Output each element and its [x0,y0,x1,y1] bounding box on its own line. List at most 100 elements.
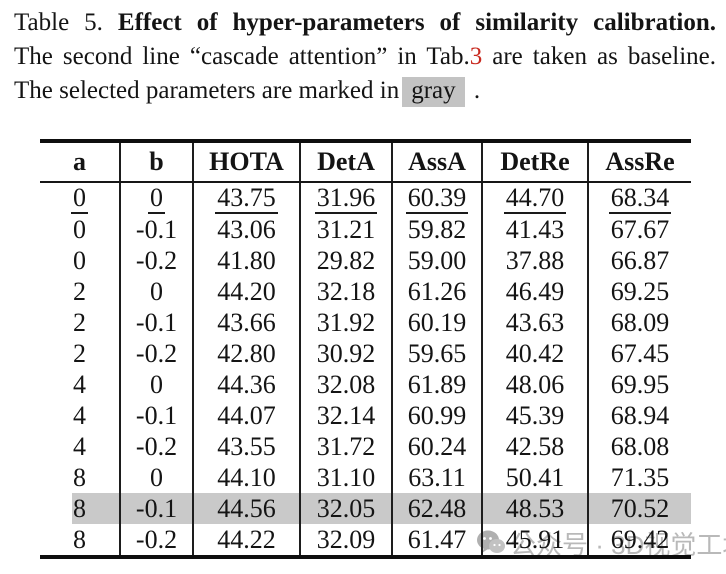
table-cell: 0 [40,245,120,276]
table-cell: 69.42 [587,524,691,557]
table-cell: 0 [40,214,120,245]
cell-value: 44.22 [217,524,276,554]
gray-highlight-sample: gray [402,77,465,107]
table-cell: 67.45 [587,338,691,369]
col-header-deta: DetA [299,141,392,183]
table-cell: 0 [119,462,193,493]
table-row: 0 -0.1 43.06 31.21 59.82 41.43 67.67 [40,214,691,245]
table-cell: 69.95 [587,369,691,400]
table-cell: 0 [119,182,193,214]
cell-value: 29.82 [316,245,376,275]
cell-value: 45.39 [505,400,565,430]
table-cell: 29.82 [299,245,392,276]
cell-value: 2 [73,276,86,306]
results-table: a b HOTA DetA AssA DetRe AssRe 0 0 43.75 31… [40,139,691,559]
table-cell: 42.58 [481,431,588,462]
cell-value: 44.07 [217,400,276,430]
underlined-value: 60.39 [405,183,469,214]
table-cell: 43.75 [192,182,300,214]
table-cell: 41.43 [481,214,588,245]
table-cell: 44.56 [192,493,300,524]
cell-value: 43.63 [505,307,565,337]
table-cell: 32.09 [299,524,392,557]
table-row: 2 0 44.20 32.18 61.26 46.49 69.25 [40,276,691,307]
col-header-detre: DetRe [481,141,588,183]
caption-title: Effect of hyper-parameters of similarity… [117,9,717,36]
table-cell: 44.70 [481,182,588,214]
table-row: 4 -0.2 43.55 31.72 60.24 42.58 68.08 [40,431,691,462]
table-row: 4 0 44.36 32.08 61.89 48.06 69.95 [40,369,691,400]
caption-line-2: The second line “cascade attention” in T… [14,40,716,74]
table-cell: 0 [119,276,193,307]
table-cell: 43.66 [192,307,300,338]
table-cell: -0.2 [119,524,193,557]
cell-value: 61.47 [407,524,467,554]
table-cell: 8 [40,493,120,524]
cell-value: 44.10 [217,462,276,492]
cell-value: -0.1 [135,214,178,244]
table-cell: 44.10 [192,462,300,493]
table-cell: -0.1 [119,400,193,431]
underlined-value: 44.70 [503,183,567,214]
cell-value: -0.2 [135,338,178,368]
cell-value: 4 [73,400,86,430]
cell-value: 4 [73,431,86,461]
cell-value: 0 [150,462,163,492]
cell-value: 68.94 [610,400,670,430]
table-header: a b HOTA DetA AssA DetRe AssRe [40,141,691,183]
cell-value: 44.20 [217,276,276,306]
table-cell: 59.65 [391,338,482,369]
table-cell: 70.52 [587,493,691,524]
table-row: 2 -0.1 43.66 31.92 60.19 43.63 68.09 [40,307,691,338]
caption-line2-text: The second line “cascade attention” in T… [14,43,470,70]
cell-value: 40.42 [505,338,565,368]
table-cell: 0 [119,369,193,400]
table-cell: 60.19 [391,307,482,338]
cell-value: -0.1 [135,400,178,430]
table-row: 0 0 43.75 31.96 60.39 44.70 68.34 [40,182,691,214]
table-cell: 32.08 [299,369,392,400]
table-cell: 60.24 [391,431,482,462]
cell-value: 62.48 [407,493,467,523]
table-cell: 41.80 [192,245,300,276]
col-header-assa: AssA [391,141,482,183]
cell-value: 8 [73,524,86,554]
cell-value: 32.18 [316,276,376,306]
cell-value: 32.14 [316,400,376,430]
cell-value: 60.24 [407,431,467,461]
caption-line3-text: The selected parameters are marked in [14,77,400,104]
cell-value: 59.82 [407,214,467,244]
cell-value: 59.65 [407,338,467,368]
table-cell: 67.67 [587,214,691,245]
table-cell: 37.88 [481,245,588,276]
cell-value: 67.67 [610,214,670,244]
table-cell: 61.26 [391,276,482,307]
table-reference-link[interactable]: 3 [469,43,483,70]
col-header-hota: HOTA [192,141,300,183]
underlined-value: 0 [71,183,88,214]
cell-value: 59.00 [407,245,467,275]
table-cell: 46.49 [481,276,588,307]
table-cell: 8 [40,524,120,557]
cell-value: 31.72 [316,431,376,461]
cell-value: 0 [73,214,86,244]
caption-line-3: The selected parameters are marked in gra… [14,74,716,108]
table-cell: 4 [40,400,120,431]
table-cell: 69.25 [587,276,691,307]
cell-value: 45.91 [505,524,565,554]
underlined-value: 68.34 [608,183,672,214]
table-cell: 8 [40,462,120,493]
table-cell: -0.1 [119,493,193,524]
table-cell: 60.39 [391,182,482,214]
table-cell: 44.20 [192,276,300,307]
table-body: 0 0 43.75 31.96 60.39 44.70 68.34 0 -0.1 43.06 31.… [40,182,691,557]
table-caption: Table 5. Effect of hyper-parameters of s… [14,6,716,108]
cell-value: -0.2 [135,245,178,275]
cell-value: 61.89 [407,369,467,399]
cell-value: 44.36 [217,369,276,399]
table-cell: 63.11 [391,462,482,493]
table-cell: 45.91 [481,524,588,557]
cell-value: 50.41 [505,462,565,492]
table-cell: 61.89 [391,369,482,400]
table-cell: 71.35 [587,462,691,493]
